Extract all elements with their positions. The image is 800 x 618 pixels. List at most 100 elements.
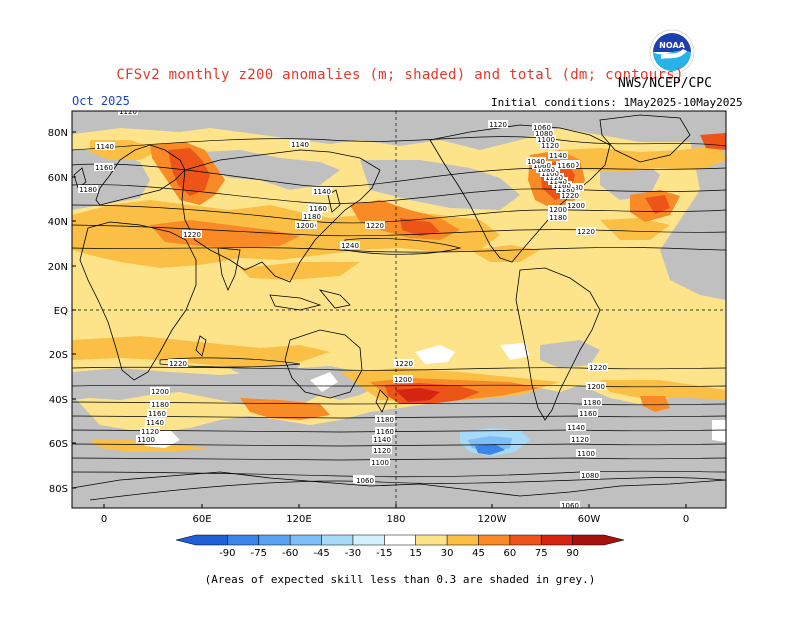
- contour-label: 1100: [371, 459, 389, 467]
- contour-label-bg: [372, 446, 392, 454]
- colorbar-label: 30: [441, 548, 454, 559]
- contour-label: 1120: [119, 108, 137, 116]
- lat-label: 20N: [48, 262, 68, 273]
- contour-label: 1040: [527, 158, 545, 166]
- colorbar-swatch: [384, 535, 417, 545]
- contour-label: 1060: [561, 502, 579, 510]
- contour-label: 1140: [146, 419, 164, 427]
- contour-label: 1160: [579, 410, 597, 418]
- contour-label-bg: [150, 400, 170, 408]
- colorbar-swatch: [258, 535, 291, 545]
- contour-label: 1180: [79, 186, 97, 194]
- longitude-axis: 0 60E 120E 180 120W 60W 0: [101, 504, 689, 525]
- lat-label: 40N: [48, 217, 68, 228]
- lon-label: 120E: [286, 514, 311, 525]
- contour-label: 1140: [96, 143, 114, 151]
- contour-label: 1220: [366, 222, 384, 230]
- contour-label: 1180: [303, 213, 321, 221]
- contour-label: 1120: [141, 428, 159, 436]
- colorbar-swatch: [572, 535, 624, 545]
- lat-label: 80N: [48, 128, 68, 139]
- contour-label-bg: [536, 135, 556, 143]
- contour-label-bg: [488, 120, 508, 128]
- contour-label-bg: [140, 427, 160, 435]
- contour-label-bg: [582, 398, 602, 406]
- contour-label: 1220: [561, 192, 579, 200]
- contour-label-bg: [94, 163, 114, 171]
- contour-label: 1060: [533, 162, 551, 170]
- contour-label-bg: [566, 201, 586, 209]
- contour-label-bg: [394, 359, 414, 367]
- colorbar-outline: [175, 534, 625, 546]
- colorbar-swatch: [447, 535, 479, 545]
- contour-label: 1160: [376, 428, 394, 436]
- contour-label: 1060: [533, 124, 551, 132]
- colorbar-label: -15: [376, 548, 392, 559]
- contour-label-bg: [147, 409, 167, 417]
- contour-label: 1200: [549, 206, 567, 214]
- contour-label: 1220: [577, 228, 595, 236]
- agency-label: NWS/NCEP/CPC: [618, 76, 712, 91]
- colorbar-label: 15: [409, 548, 422, 559]
- contour-label: 1220: [169, 360, 187, 368]
- lat-label: 40S: [49, 395, 68, 406]
- contour-label: 1140: [291, 141, 309, 149]
- logo-text: NOAA: [659, 41, 685, 50]
- contour-label: 1180: [557, 186, 575, 194]
- contour-label-bg: [586, 382, 606, 390]
- forecast-month: Oct 2025: [72, 94, 130, 108]
- contour-label-bg: [308, 204, 328, 212]
- contour-label: 1140: [313, 188, 331, 196]
- contour-label: 1140: [567, 424, 585, 432]
- colorbar-swatch: [509, 535, 542, 545]
- colorbar-swatch: [176, 535, 228, 545]
- figure-title: CFSv2 monthly z200 anomalies (m; shaded)…: [116, 67, 684, 83]
- contour-label-bg: [526, 157, 546, 165]
- contour-labels: 1120112011401140116011601180118012001200…: [78, 108, 608, 510]
- contour-label: 1160: [95, 164, 113, 172]
- lon-label: 180: [386, 514, 405, 525]
- contour-label: 1200: [567, 202, 585, 210]
- anomaly-shading: 1120112011401140116011601180118012001200…: [72, 108, 726, 510]
- contour-label: 1160: [553, 182, 571, 190]
- colorbar-label: 60: [503, 548, 516, 559]
- lat-label: 60N: [48, 173, 68, 184]
- contour-label-bg: [168, 359, 188, 367]
- contour-label-bg: [340, 241, 360, 249]
- contour-label-bg: [580, 471, 600, 479]
- contour-label: 1240: [341, 242, 359, 250]
- lat-label: 80S: [49, 484, 68, 495]
- contour-label-bg: [532, 123, 552, 131]
- contour-label: 1220: [183, 231, 201, 239]
- contour-label-bg: [548, 205, 568, 213]
- contour-label: 1120: [571, 436, 589, 444]
- contour-label: 1180: [376, 416, 394, 424]
- noaa-logo-icon: NOAA: [649, 29, 695, 75]
- colorbar-swatch: [227, 535, 260, 545]
- contour-label-bg: [312, 187, 332, 195]
- colorbar-swatch: [478, 535, 511, 545]
- contour-label-bg: [548, 151, 568, 159]
- colorbar-label: -45: [313, 548, 329, 559]
- contour-label-bg: [145, 418, 165, 426]
- colorbar-label: 45: [472, 548, 485, 559]
- contour-label: 1220: [395, 360, 413, 368]
- colorbar-swatch: [541, 535, 574, 545]
- contour-label-bg: [150, 387, 170, 395]
- lon-label: 0: [683, 514, 689, 525]
- lat-label: 60S: [49, 439, 68, 450]
- contour-label: 1180: [151, 401, 169, 409]
- contour-label-bg: [548, 213, 568, 221]
- anomaly-75-90: [395, 388, 440, 402]
- contour-label-bg: [370, 458, 390, 466]
- lon-label: 0: [101, 514, 107, 525]
- contour-label-bg: [372, 435, 392, 443]
- contour-label: 1160: [148, 410, 166, 418]
- contour-label: 1140: [373, 436, 391, 444]
- contour-label-bg: [566, 423, 586, 431]
- latitude-axis: 80N 60N 40N 20N EQ 20S 40S 60S 80S: [48, 128, 76, 495]
- contour-label-bg: [365, 221, 385, 229]
- colorbar-label: 75: [535, 548, 548, 559]
- contour-label: 1100: [577, 450, 595, 458]
- contour-label: 1100: [137, 436, 155, 444]
